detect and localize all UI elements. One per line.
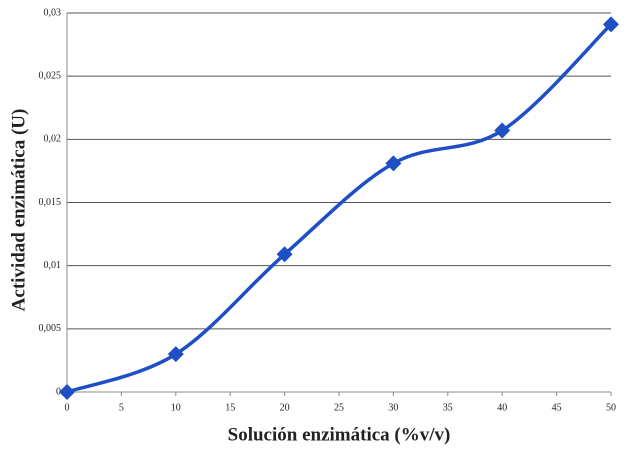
data-point xyxy=(276,246,293,263)
x-tick-label: 20 xyxy=(280,402,290,413)
x-axis-title: Solución enzimática (%v/v) xyxy=(228,424,451,445)
y-axis-title: Actividad enzimática (U) xyxy=(8,109,29,312)
x-tick-label: 35 xyxy=(443,402,453,413)
x-tick-label: 50 xyxy=(606,402,616,413)
y-tick-label: 0,01 xyxy=(44,260,62,271)
data-line xyxy=(66,23,613,394)
data-point xyxy=(59,384,75,400)
y-tick-label: 0,015 xyxy=(39,197,62,208)
data-point xyxy=(603,16,619,33)
x-tick-label: 30 xyxy=(388,402,398,413)
y-tick-label: 0,005 xyxy=(39,323,62,334)
x-tick-label: 10 xyxy=(171,402,181,413)
x-tick-label: 45 xyxy=(552,402,562,413)
y-tick-label: 0,03 xyxy=(44,7,62,18)
data-point xyxy=(167,346,184,363)
y-tick-label: 0,025 xyxy=(39,70,62,81)
x-tick-label: 15 xyxy=(225,402,235,413)
x-tick-label: 40 xyxy=(497,402,507,413)
x-tick-label: 5 xyxy=(119,402,124,413)
y-tick-label: 0,02 xyxy=(44,134,62,145)
x-tick-label: 0 xyxy=(65,402,70,413)
x-tick-label: 25 xyxy=(334,402,344,413)
data-point xyxy=(494,122,511,139)
y-tick-label: 0 xyxy=(56,386,61,397)
data-point xyxy=(385,155,402,172)
